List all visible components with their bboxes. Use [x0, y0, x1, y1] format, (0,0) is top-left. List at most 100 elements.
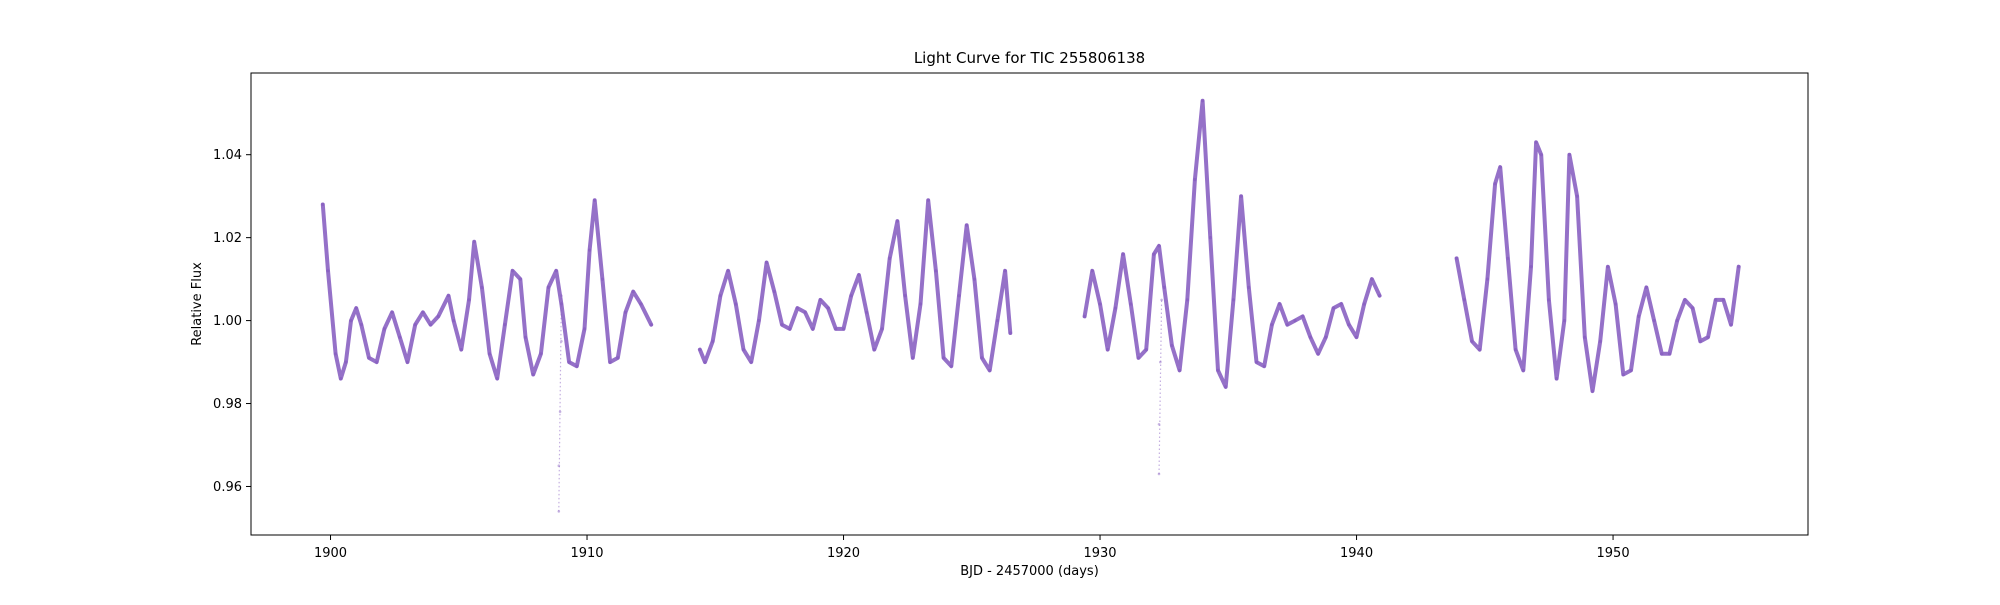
data-point [1136, 356, 1141, 360]
data-point [326, 269, 330, 273]
data-point [1354, 335, 1359, 339]
data-point [1462, 298, 1466, 302]
data-point [949, 364, 953, 368]
data-point [1370, 277, 1374, 281]
data-point [1129, 302, 1133, 306]
data-point [649, 323, 653, 327]
data-point [1347, 323, 1351, 327]
data-point [639, 302, 643, 306]
sparse-dip-trace [1158, 299, 1163, 475]
data-point [711, 339, 715, 343]
data-point [1216, 368, 1220, 372]
data-point [1285, 323, 1289, 327]
data-point [1308, 335, 1312, 339]
data-point [405, 360, 410, 364]
data-point [1506, 256, 1510, 260]
data-point [872, 348, 876, 352]
data-point [1660, 352, 1664, 356]
plot-frame [250, 72, 1809, 536]
y-axis-label: Relative Flux [190, 262, 205, 346]
data-point [1301, 314, 1305, 318]
data-point [334, 352, 338, 356]
data-point [1262, 364, 1266, 368]
data-point [452, 319, 456, 323]
data-point [1224, 385, 1228, 389]
data-point [911, 356, 915, 360]
data-point [531, 372, 535, 377]
data-point [788, 327, 792, 331]
data-point [1737, 265, 1741, 269]
data-point [1239, 194, 1243, 198]
data-point [903, 294, 907, 298]
data-point [1485, 277, 1489, 281]
data-point [703, 360, 707, 364]
data-point [359, 323, 363, 327]
y-tick-label: 0.96 [213, 480, 242, 495]
outlier-point [557, 510, 561, 513]
data-point [480, 285, 484, 289]
data-point [818, 298, 823, 302]
data-point [972, 277, 977, 281]
data-point [888, 256, 892, 260]
data-point [1637, 314, 1641, 318]
data-point [988, 368, 992, 372]
data-point [539, 352, 543, 356]
data-point [780, 323, 784, 327]
y-tick-label: 0.98 [213, 397, 242, 412]
data-point [1378, 294, 1382, 298]
data-point [1575, 194, 1579, 198]
data-point [1178, 368, 1182, 372]
x-tick-label: 1900 [314, 546, 347, 561]
data-point [803, 310, 807, 314]
ticks-layer: 1900 1910 1920 1930 1940 1950 0.96 0.98 1.00 1.02… [213, 148, 1630, 561]
y-tick-label: 1.00 [213, 314, 242, 329]
data-point [1201, 99, 1205, 103]
data-point [600, 277, 605, 281]
data-point [741, 348, 746, 352]
data-point [623, 310, 628, 314]
data-point [495, 377, 499, 381]
data-point [1590, 389, 1595, 393]
data-point [472, 240, 476, 244]
data-point [546, 285, 551, 289]
data-point [1514, 348, 1518, 352]
data-point [1455, 256, 1459, 260]
data-point [1478, 348, 1482, 352]
data-point [926, 198, 930, 202]
data-point [398, 335, 402, 339]
data-point [1170, 343, 1174, 348]
data-point [567, 360, 571, 364]
data-point [834, 327, 838, 331]
data-point [849, 294, 853, 298]
data-point [1606, 265, 1610, 269]
data-point [608, 360, 612, 364]
data-point [757, 319, 761, 323]
data-point [593, 198, 597, 202]
data-point [1152, 252, 1156, 256]
data-point [895, 219, 900, 223]
data-point [354, 306, 358, 310]
data-point [698, 348, 702, 352]
data-point [1667, 352, 1672, 356]
data-point [1562, 319, 1566, 323]
data-point [1521, 368, 1525, 372]
data-point [880, 327, 884, 331]
data-point [467, 298, 471, 302]
data-point [1706, 335, 1710, 339]
data-point [1106, 348, 1110, 352]
data-point [1534, 140, 1538, 144]
data-point [523, 335, 528, 339]
data-point [980, 356, 984, 360]
data-point [446, 294, 451, 298]
x-tick-label: 1910 [570, 546, 603, 561]
data-point [1493, 182, 1497, 186]
data-point [1247, 285, 1251, 289]
data-point [1193, 178, 1197, 182]
data-point [588, 248, 592, 252]
data-point [1598, 339, 1602, 343]
data-point [1698, 339, 1702, 343]
data-point [995, 319, 1000, 323]
data-point [1185, 298, 1189, 302]
data-point [1208, 236, 1212, 240]
